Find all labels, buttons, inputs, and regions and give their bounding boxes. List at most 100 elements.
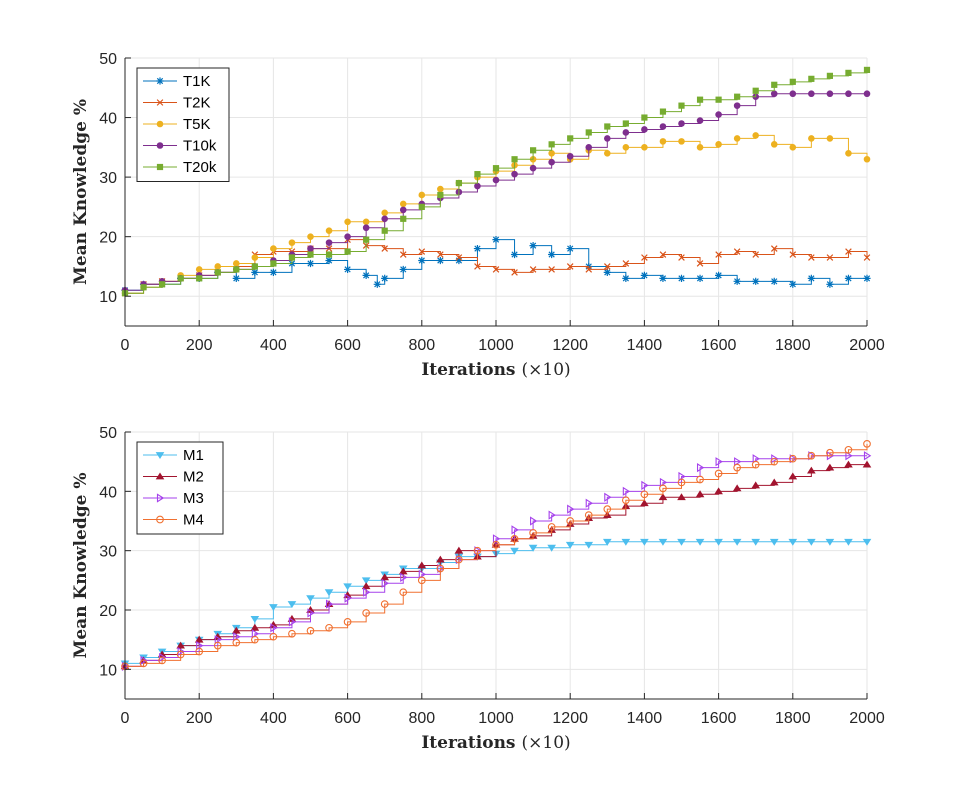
data-point-m3	[845, 451, 853, 461]
data-point-t1k	[362, 271, 370, 279]
data-point-t20k	[381, 227, 388, 234]
x-tick-label: 1600	[701, 337, 737, 354]
data-point-t5k	[789, 144, 797, 151]
data-point-t2k	[603, 263, 611, 270]
legend-entry-t2k: T2K	[143, 95, 211, 112]
data-point-t2k	[548, 266, 555, 273]
data-point-m2	[807, 466, 816, 474]
data-point-m4	[195, 647, 204, 656]
x-tick-label: 1200	[552, 337, 588, 354]
data-point-t5k	[770, 141, 778, 148]
data-point-t10k	[863, 90, 871, 98]
data-point-m4	[176, 650, 185, 659]
data-point-t5k	[752, 132, 760, 139]
data-point-t1k	[640, 271, 648, 279]
data-point-m4	[566, 517, 575, 525]
data-point-m3	[251, 629, 260, 639]
legend-label: M2	[183, 469, 204, 486]
data-point-t20k	[696, 96, 704, 103]
data-point-t2k	[474, 263, 481, 270]
data-point-t2k	[733, 248, 741, 255]
data-point-t20k	[159, 281, 166, 288]
y-tick-label: 30	[99, 170, 117, 187]
y-tick-label: 50	[99, 51, 117, 68]
data-point-m3	[659, 477, 668, 488]
legend-swatch-marker	[156, 77, 164, 85]
data-point-m2	[176, 641, 185, 649]
data-point-t10k	[770, 90, 778, 98]
data-point-t20k	[752, 87, 759, 94]
data-point-t5k	[845, 149, 852, 157]
data-point-m4	[714, 469, 723, 478]
data-point-t20k	[789, 78, 796, 85]
data-point-m4	[863, 440, 871, 448]
data-point-t20k	[734, 93, 741, 100]
bottom-chart: 0 200 400 600 800 1000 1200 1400 1600 1800 2000 10 2…	[71, 425, 885, 753]
data-point-t2k	[826, 254, 834, 261]
y-tick-label: 10	[99, 289, 117, 306]
data-point-t1k	[696, 274, 704, 282]
data-point-m3	[715, 457, 723, 467]
data-point-t20k	[604, 123, 611, 130]
data-point-m2	[436, 555, 445, 563]
data-point-m1	[695, 538, 705, 546]
data-point-t2k	[641, 254, 648, 261]
data-point-m1	[565, 541, 575, 549]
data-point-m2	[714, 487, 723, 495]
data-point-m4	[251, 635, 259, 644]
data-point-m2	[825, 463, 835, 471]
y-tick-label: 10	[99, 662, 117, 679]
data-point-m3	[863, 451, 872, 461]
data-point-t5k	[307, 233, 314, 240]
data-point-m1	[732, 538, 742, 546]
data-point-t20k	[455, 179, 462, 187]
y-tick-label: 50	[99, 425, 117, 442]
data-point-t20k	[863, 66, 871, 74]
data-point-t1k	[418, 256, 426, 265]
data-point-t1k	[344, 265, 352, 274]
legend-label: T2K	[183, 95, 211, 112]
legend-label: M4	[183, 512, 204, 529]
data-point-t1k	[863, 274, 871, 282]
data-point-t20k	[437, 191, 444, 199]
x-tick-label: 600	[334, 337, 361, 354]
data-point-t5k	[548, 149, 555, 157]
data-point-m4	[677, 478, 686, 487]
data-point-t20k	[622, 120, 629, 127]
series-m2	[120, 460, 872, 670]
data-point-m2	[380, 573, 390, 581]
legend-swatch-marker	[155, 452, 165, 459]
data-point-m1	[269, 604, 278, 612]
data-point-t5k	[325, 227, 333, 235]
data-point-m4	[306, 626, 315, 635]
legend: T1K T2K T5K T10k T20k	[136, 67, 230, 182]
data-point-t2k	[789, 251, 797, 258]
data-point-t1k	[492, 236, 500, 244]
data-point-t20k	[548, 141, 555, 148]
data-point-t1k	[770, 277, 778, 285]
data-point-t2k	[752, 251, 760, 258]
data-point-t20k	[474, 171, 481, 178]
legend-swatch-marker	[156, 493, 165, 503]
data-point-t10k	[566, 152, 574, 160]
x-axis-label: Iterations (×10)	[421, 360, 570, 380]
x-tick-label: 600	[334, 710, 361, 727]
legend-swatch-marker	[156, 515, 164, 524]
data-point-m1	[862, 538, 872, 546]
data-point-m1	[807, 538, 816, 546]
legend-entry-m4: M4	[143, 512, 204, 529]
legend-entry-t20k: T20k	[143, 159, 217, 176]
data-point-m1	[769, 538, 779, 546]
data-point-t20k	[511, 156, 518, 163]
data-point-t10k	[715, 111, 722, 118]
data-point-t1k	[473, 244, 482, 253]
data-point-m4	[232, 638, 241, 647]
legend-label: T5K	[183, 116, 211, 133]
data-point-m3	[344, 593, 352, 603]
data-point-t1k	[325, 256, 333, 265]
data-point-t20k	[325, 251, 333, 258]
data-point-m3	[622, 486, 631, 496]
legend-label: M1	[183, 447, 204, 464]
x-tick-label: 400	[260, 337, 287, 354]
x-tick-label: 200	[186, 710, 213, 727]
